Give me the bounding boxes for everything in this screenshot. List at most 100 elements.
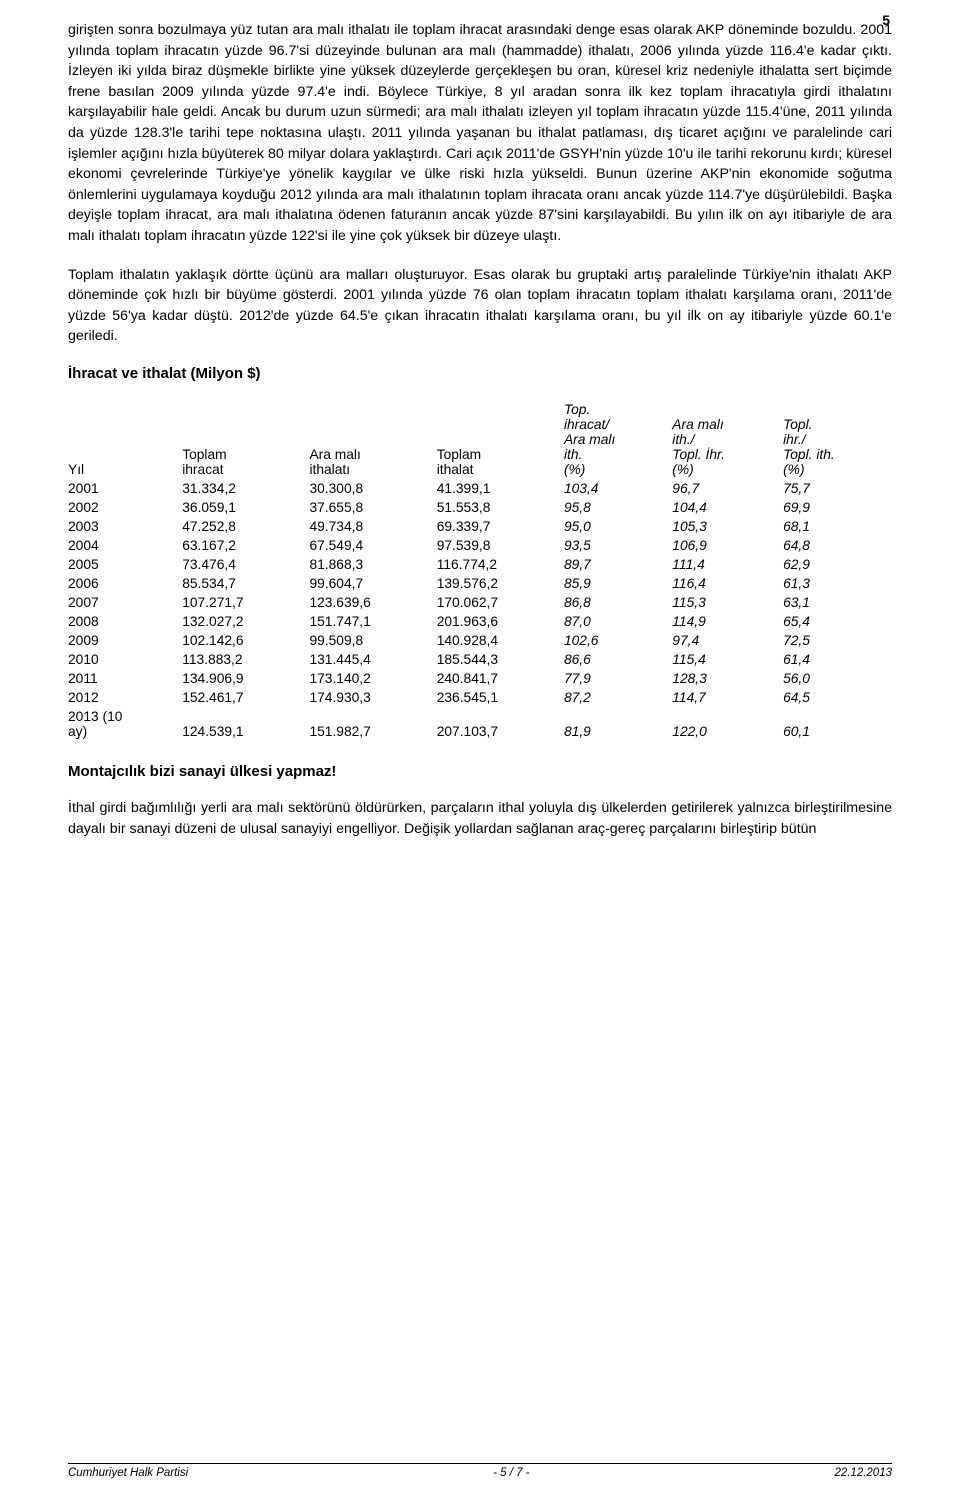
cell: 87,0	[564, 612, 672, 631]
cell: 173.140,2	[309, 669, 436, 688]
cell: 114,7	[672, 688, 783, 707]
cell: 73.476,4	[182, 555, 309, 574]
cell: 64,5	[783, 688, 892, 707]
cell: 89,7	[564, 555, 672, 574]
cell: 97.539,8	[437, 536, 564, 555]
col-ratio3: Topl.ihr./Topl. ith.(%)	[783, 400, 892, 479]
cell: 122,0	[672, 707, 783, 741]
paragraph-1: girişten sonra bozulmaya yüz tutan ara m…	[68, 20, 892, 247]
table-row: 2007107.271,7123.639,6170.062,786,8115,3…	[68, 593, 892, 612]
cell: 37.655,8	[309, 498, 436, 517]
cell: 240.841,7	[437, 669, 564, 688]
cell: 81,9	[564, 707, 672, 741]
cell: 115,3	[672, 593, 783, 612]
cell: 99.509,8	[309, 631, 436, 650]
cell-year: 2007	[68, 593, 182, 612]
cell: 63,1	[783, 593, 892, 612]
cell: 106,9	[672, 536, 783, 555]
cell: 114,9	[672, 612, 783, 631]
cell: 49.734,8	[309, 517, 436, 536]
cell-year: 2001	[68, 479, 182, 498]
cell: 56,0	[783, 669, 892, 688]
cell: 113.883,2	[182, 650, 309, 669]
cell: 116,4	[672, 574, 783, 593]
table-row: 200685.534,799.604,7139.576,285,9116,461…	[68, 574, 892, 593]
table-title: İhracat ve ithalat (Milyon $)	[68, 365, 892, 382]
cell: 152.461,7	[182, 688, 309, 707]
cell: 185.544,3	[437, 650, 564, 669]
table-row: 2011134.906,9173.140,2240.841,777,9128,3…	[68, 669, 892, 688]
cell-year: 2008	[68, 612, 182, 631]
cell: 139.576,2	[437, 574, 564, 593]
cell: 95,0	[564, 517, 672, 536]
cell: 30.300,8	[309, 479, 436, 498]
cell-year: 2002	[68, 498, 182, 517]
col-total-export: Toplamihracat	[182, 400, 309, 479]
cell: 124.539,1	[182, 707, 309, 741]
cell: 85,9	[564, 574, 672, 593]
cell: 61,3	[783, 574, 892, 593]
cell: 131.445,4	[309, 650, 436, 669]
cell: 86,8	[564, 593, 672, 612]
table-row: 200347.252,849.734,869.339,795,0105,368,…	[68, 517, 892, 536]
cell: 236.545,1	[437, 688, 564, 707]
page-footer: Cumhuriyet Halk Partisi - 5 / 7 - 22.12.…	[68, 1463, 892, 1479]
cell-year: 2006	[68, 574, 182, 593]
cell: 151.747,1	[309, 612, 436, 631]
col-ratio1: Top.ihracat/Ara malıith.(%)	[564, 400, 672, 479]
cell: 111,4	[672, 555, 783, 574]
table-row: 2012152.461,7174.930,3236.545,187,2114,7…	[68, 688, 892, 707]
cell: 104,4	[672, 498, 783, 517]
cell: 128,3	[672, 669, 783, 688]
cell: 62,9	[783, 555, 892, 574]
cell-year: 2012	[68, 688, 182, 707]
cell: 105,3	[672, 517, 783, 536]
table-row: 2013 (10ay)124.539,1151.982,7207.103,781…	[68, 707, 892, 741]
cell: 41.399,1	[437, 479, 564, 498]
cell-year: 2013 (10ay)	[68, 707, 182, 741]
cell: 123.639,6	[309, 593, 436, 612]
cell: 72,5	[783, 631, 892, 650]
cell: 51.553,8	[437, 498, 564, 517]
cell: 67.549,4	[309, 536, 436, 555]
cell-year: 2011	[68, 669, 182, 688]
col-year: Yıl	[68, 400, 182, 479]
cell: 103,4	[564, 479, 672, 498]
table-header-row: Yıl Toplamihracat Ara malıithalatı Topla…	[68, 400, 892, 479]
cell: 102,6	[564, 631, 672, 650]
cell: 85.534,7	[182, 574, 309, 593]
cell: 47.252,8	[182, 517, 309, 536]
table-row: 200463.167,267.549,497.539,893,5106,964,…	[68, 536, 892, 555]
cell: 87,2	[564, 688, 672, 707]
paragraph-4: İthal girdi bağımlılığı yerli ara malı s…	[68, 798, 892, 839]
cell: 65,4	[783, 612, 892, 631]
cell-year: 2009	[68, 631, 182, 650]
cell: 97,4	[672, 631, 783, 650]
footer-center: - 5 / 7 -	[493, 1467, 529, 1479]
table-row: 2009102.142,699.509,8140.928,4102,697,47…	[68, 631, 892, 650]
cell: 134.906,9	[182, 669, 309, 688]
cell: 115,4	[672, 650, 783, 669]
cell: 36.059,1	[182, 498, 309, 517]
cell: 64,8	[783, 536, 892, 555]
col-total-import: Toplamithalat	[437, 400, 564, 479]
cell: 140.928,4	[437, 631, 564, 650]
cell-year: 2010	[68, 650, 182, 669]
cell: 107.271,7	[182, 593, 309, 612]
cell: 68,1	[783, 517, 892, 536]
table-row: 200131.334,230.300,841.399,1103,496,775,…	[68, 479, 892, 498]
cell: 132.027,2	[182, 612, 309, 631]
cell-year: 2003	[68, 517, 182, 536]
cell: 201.963,6	[437, 612, 564, 631]
subtitle: Montajcılık bizi sanayi ülkesi yapmaz!	[68, 763, 892, 780]
page-number: 5	[882, 12, 890, 28]
cell: 60,1	[783, 707, 892, 741]
footer-right: 22.12.2013	[834, 1467, 892, 1479]
table-row: 200573.476,481.868,3116.774,289,7111,462…	[68, 555, 892, 574]
cell: 69,9	[783, 498, 892, 517]
cell: 31.334,2	[182, 479, 309, 498]
cell: 86,6	[564, 650, 672, 669]
footer-left: Cumhuriyet Halk Partisi	[68, 1467, 188, 1479]
cell: 99.604,7	[309, 574, 436, 593]
cell: 63.167,2	[182, 536, 309, 555]
